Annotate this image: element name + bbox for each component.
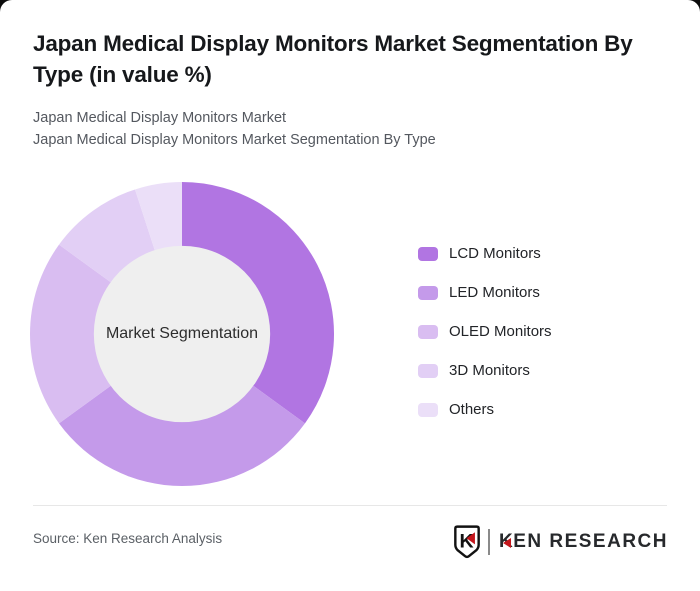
legend-label: OLED Monitors [449,323,552,340]
legend-label: LCD Monitors [449,245,541,262]
legend-item-oled-monitors: OLED Monitors [418,323,552,340]
legend-swatch [418,324,438,339]
ken-research-logo: K K EN RESEARCH [453,524,668,560]
donut-chart: Market Segmentation [30,182,334,486]
logo-text-rest: EN RESEARCH [513,531,668,552]
source-note: Source: Ken Research Analysis [33,531,223,546]
footer-divider [33,505,667,506]
subtitle-block: Japan Medical Display Monitors Market Ja… [33,108,673,151]
legend-item-3d-monitors: 3D Monitors [418,362,552,379]
legend-label: LED Monitors [449,284,540,301]
subtitle-line-2: Japan Medical Display Monitors Market Se… [33,131,436,148]
subtitle-line-1: Japan Medical Display Monitors Market [33,110,287,126]
legend-swatch [418,402,438,417]
donut-hole [93,245,271,423]
page-title: Japan Medical Display Monitors Market Se… [33,31,633,87]
legend-label: 3D Monitors [449,362,530,379]
logo-wordmark: K EN RESEARCH [499,531,668,553]
chart-legend: LCD Monitors LED Monitors OLED Monitors 3D … [418,245,552,441]
logo-separator [487,529,490,555]
legend-item-led-monitors: LED Monitors [418,284,552,301]
legend-item-others: Others [418,401,552,418]
legend-swatch [418,246,438,261]
shield-k-icon: K [454,525,480,559]
legend-item-lcd-monitors: LCD Monitors [418,245,552,262]
legend-swatch [418,363,438,378]
legend-label: Others [449,401,495,418]
donut-chart-svg [30,182,334,486]
red-triangle-icon [503,538,512,548]
legend-swatch [418,285,438,300]
